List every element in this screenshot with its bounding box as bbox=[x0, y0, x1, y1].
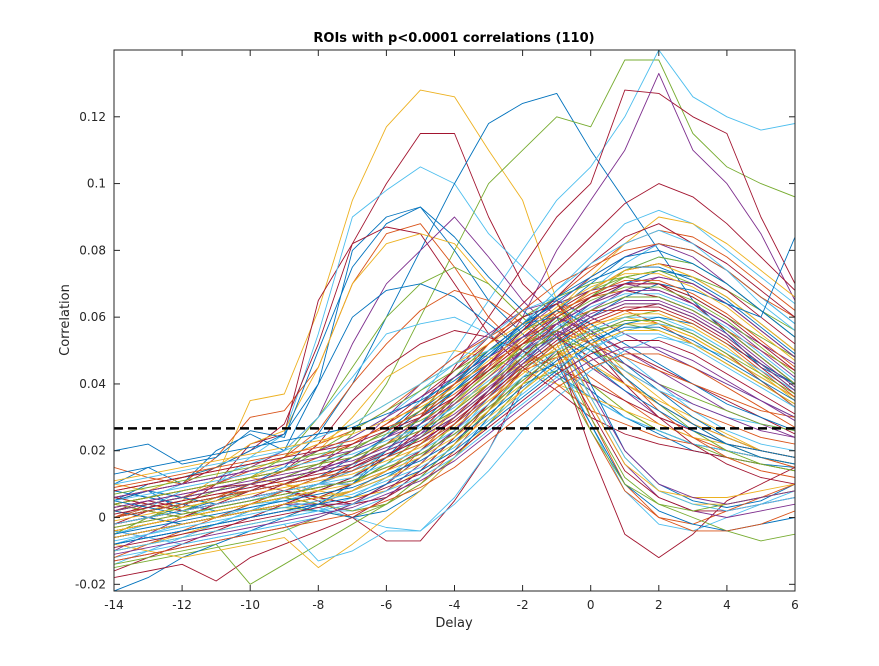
x-tick-label: 2 bbox=[655, 598, 663, 612]
series-line-105 bbox=[114, 300, 795, 508]
y-tick-label: 0 bbox=[98, 511, 106, 525]
series-line-94 bbox=[114, 283, 795, 492]
series-line-109 bbox=[114, 293, 795, 502]
series-line-92 bbox=[114, 316, 795, 545]
y-tick-label: 0.08 bbox=[79, 243, 106, 257]
series-line-103 bbox=[114, 286, 795, 495]
series-line-114 bbox=[114, 353, 795, 562]
series-line-97 bbox=[114, 330, 795, 539]
series-line-111 bbox=[114, 273, 795, 482]
series-group bbox=[114, 50, 795, 591]
series-line-113 bbox=[114, 266, 795, 475]
series-line-67 bbox=[114, 330, 795, 485]
series-line-98 bbox=[114, 303, 795, 512]
chart-title: ROIs with p<0.0001 correlations (110) bbox=[313, 31, 594, 46]
y-tick-label: 0.04 bbox=[79, 377, 106, 391]
x-tick-label: 0 bbox=[587, 598, 595, 612]
series-line-91 bbox=[114, 289, 795, 498]
y-tick-label: 0.06 bbox=[79, 310, 106, 324]
y-axis: -0.02 0 0.02 0.04 0.06 0.08 0.1 0.12 bbox=[75, 110, 795, 591]
series-line-108 bbox=[114, 340, 795, 549]
series-line-74 bbox=[114, 243, 795, 559]
x-tick-label: 4 bbox=[723, 598, 731, 612]
x-tick-label: -10 bbox=[240, 598, 260, 612]
x-axis-label: Delay bbox=[435, 616, 473, 631]
x-tick-label: -12 bbox=[172, 598, 192, 612]
series-line-88 bbox=[114, 316, 795, 525]
x-tick-label: -2 bbox=[517, 598, 529, 612]
series-line-96 bbox=[114, 296, 795, 505]
x-tick-label: -14 bbox=[104, 598, 124, 612]
series-line-84 bbox=[114, 336, 795, 562]
y-tick-label: 0.02 bbox=[79, 444, 106, 458]
x-tick-label: -6 bbox=[380, 598, 392, 612]
series-line-73 bbox=[114, 206, 795, 465]
series-line-45 bbox=[114, 350, 795, 559]
x-tick-label: -8 bbox=[312, 598, 324, 612]
series-line-106 bbox=[114, 326, 795, 535]
series-line-102 bbox=[114, 333, 795, 542]
series-line-107 bbox=[114, 279, 795, 488]
series-line-93 bbox=[114, 310, 795, 518]
x-tick-label: 6 bbox=[791, 598, 799, 612]
series-line-110 bbox=[114, 320, 795, 528]
series-line-112 bbox=[114, 346, 795, 555]
series-line-17 bbox=[114, 316, 795, 498]
y-axis-label: Correlation bbox=[58, 284, 73, 356]
series-line-80 bbox=[114, 249, 795, 591]
y-tick-label: 0.1 bbox=[87, 177, 106, 191]
series-line-9 bbox=[114, 206, 795, 485]
x-axis: -14 -12 -10 -8 -6 -4 -2 0 2 4 6 bbox=[104, 50, 799, 612]
x-tick-label: -4 bbox=[449, 598, 461, 612]
series-line-95 bbox=[114, 323, 795, 552]
y-tick-label: 0.12 bbox=[79, 110, 106, 124]
series-line-101 bbox=[114, 306, 795, 515]
series-line-90 bbox=[114, 323, 795, 532]
series-line-2 bbox=[114, 133, 795, 512]
y-tick-label: -0.02 bbox=[75, 577, 106, 591]
